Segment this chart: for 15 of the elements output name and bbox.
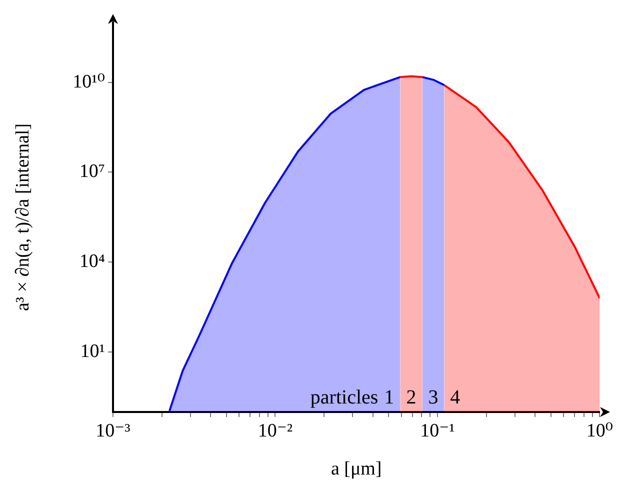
- annotation: particles: [310, 386, 378, 408]
- y-tick-label: 10¹: [80, 341, 106, 362]
- series-label: 3: [428, 386, 438, 408]
- x-axis-title: a [μm]: [330, 458, 382, 480]
- x-tick-label: 10⁻³: [96, 420, 131, 442]
- x-tick-label: 10⁻²: [258, 420, 293, 442]
- y-tick-label: 10⁷: [79, 161, 105, 182]
- y-tick-label: 10¹⁰: [72, 71, 106, 92]
- x-tick-label: 10⁰: [586, 420, 614, 442]
- y-tick-label: 10⁴: [79, 251, 106, 272]
- series-label: 2: [406, 386, 416, 408]
- y-axis-title: a³ × ∂n(a, t)/∂a [internal]: [12, 123, 34, 312]
- x-tick-label: 10⁻¹: [420, 420, 456, 442]
- series-label: 4: [450, 386, 460, 408]
- series-label: 1: [384, 386, 394, 408]
